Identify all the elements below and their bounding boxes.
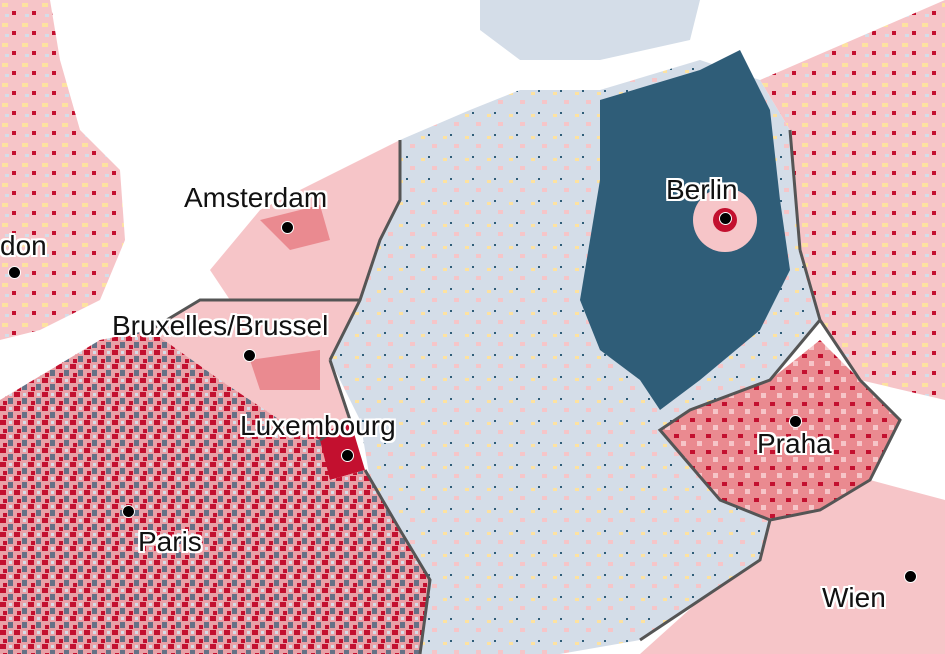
city-label-luxembourg: Luxembourg	[240, 410, 396, 441]
city-dot-amsterdam	[281, 221, 294, 234]
country-borders	[149, 129, 902, 654]
city-dot-paris	[122, 505, 135, 518]
city-dot-praha	[789, 415, 802, 428]
city-dot-luxembourg	[341, 449, 354, 462]
city-label-paris: Paris	[138, 526, 202, 557]
region-east-germany	[580, 50, 790, 410]
city-dot-berlin	[719, 212, 732, 225]
region-czechia	[660, 340, 900, 520]
region-poland	[760, 0, 945, 400]
city-label-wien: Wien	[822, 582, 886, 613]
city-dot-london	[8, 266, 21, 279]
city-label-berlin: Berlin	[666, 174, 738, 205]
region-england	[0, 0, 125, 340]
city-label-amsterdam: Amsterdam	[184, 182, 328, 213]
city-label-praha: Praha	[757, 428, 832, 459]
city-label-london: don	[0, 230, 47, 261]
city-dot-wien	[904, 570, 917, 583]
city-dot-brussels	[243, 349, 256, 362]
region-france	[0, 330, 430, 654]
city-label-brussels: Bruxelles/Brussel	[112, 310, 329, 341]
